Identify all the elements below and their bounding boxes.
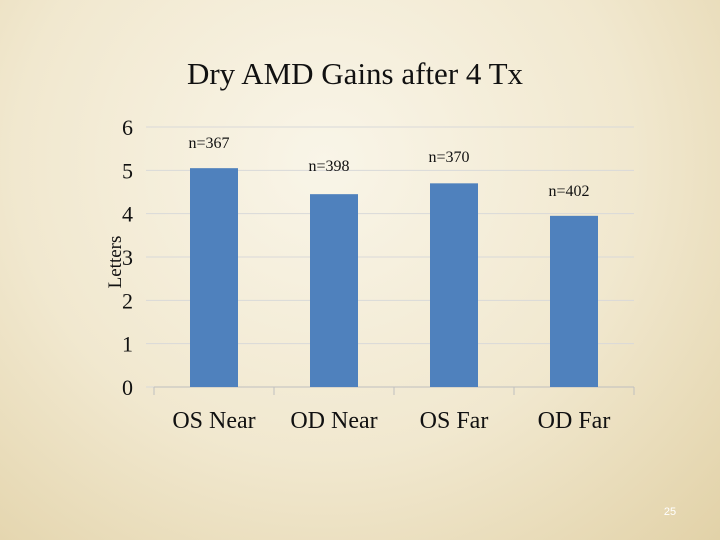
y-axis-label: Letters bbox=[105, 236, 126, 289]
x-tick-labels: OS Near OD Near OS Far OD Far bbox=[172, 408, 610, 434]
x-tick-label: OS Near bbox=[172, 408, 255, 434]
y-tick-label: 0 bbox=[122, 375, 133, 400]
y-tick-label: 4 bbox=[122, 202, 133, 227]
y-tick-label: 1 bbox=[122, 332, 133, 357]
y-tick-label: 3 bbox=[122, 245, 133, 270]
bar bbox=[430, 183, 478, 387]
bar-annotation: n=398 bbox=[308, 158, 349, 175]
bars bbox=[190, 168, 598, 387]
bar-annotation: n=370 bbox=[428, 149, 469, 166]
annotations: n=367 n=398 n=370 n=402 bbox=[188, 135, 589, 200]
chart-title: Dry AMD Gains after 4 Tx bbox=[186, 56, 524, 91]
x-tick-label: OD Near bbox=[290, 408, 377, 434]
bar bbox=[190, 168, 238, 387]
x-tick-label: OS Far bbox=[420, 408, 489, 434]
bar-annotation: n=367 bbox=[188, 135, 229, 152]
bar bbox=[310, 194, 358, 387]
slide-number: 25 bbox=[663, 506, 677, 518]
bar bbox=[550, 215, 598, 387]
y-tick-labels: 0 1 2 3 4 5 6 bbox=[122, 115, 133, 400]
y-tick-label: 2 bbox=[122, 288, 133, 313]
y-tick-label: 5 bbox=[122, 158, 133, 183]
x-tick-label: OD Far bbox=[538, 408, 611, 434]
y-tick-label: 6 bbox=[122, 115, 133, 140]
bar-annotation: n=402 bbox=[548, 183, 589, 200]
